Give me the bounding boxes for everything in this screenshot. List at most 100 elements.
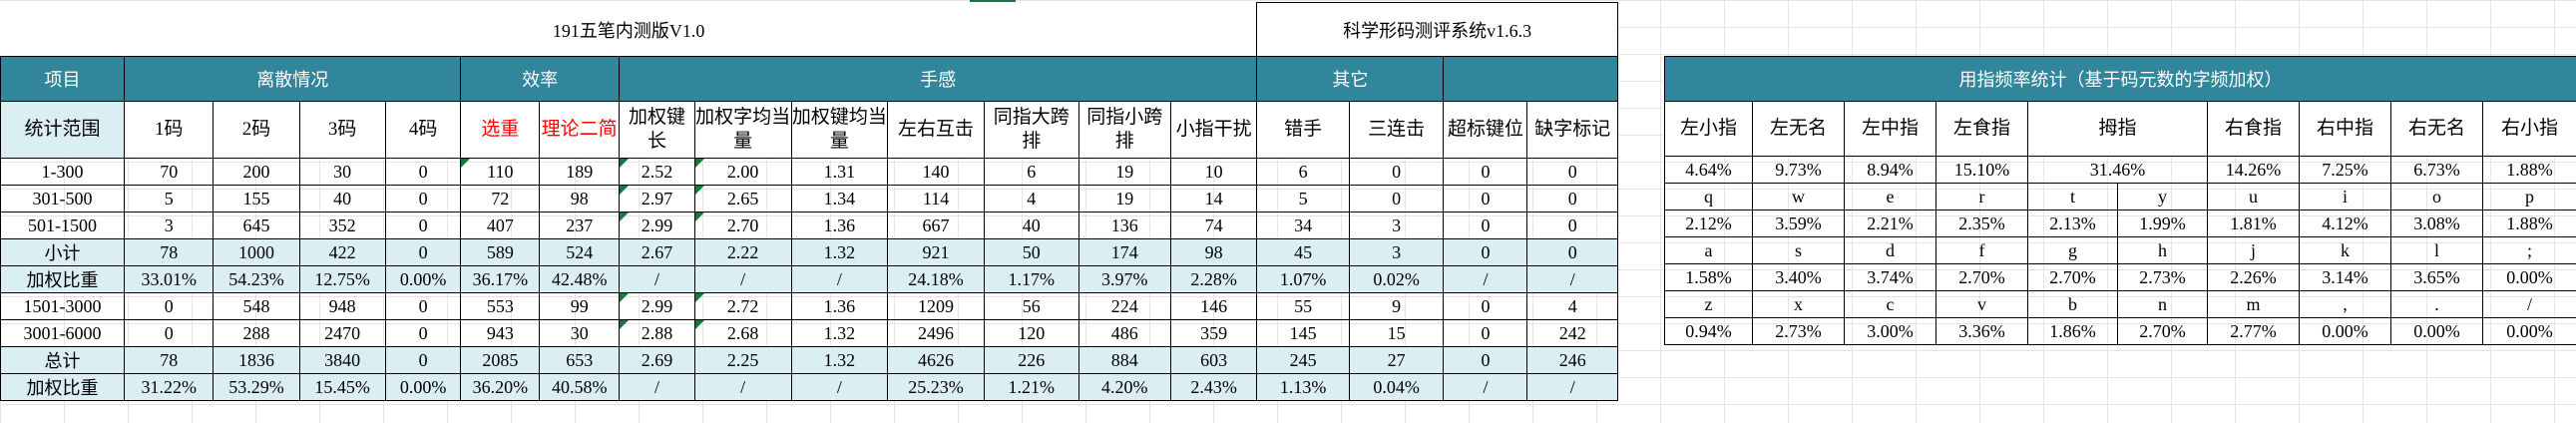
table-cell[interactable]: 56 xyxy=(983,292,1079,320)
table-cell[interactable]: 242 xyxy=(1526,319,1618,347)
finger-header[interactable]: 左食指 xyxy=(1935,101,2028,157)
col-stat-range[interactable]: 统计范围 xyxy=(0,101,126,159)
row-label[interactable]: 加权比重 xyxy=(0,373,126,401)
key-percentage[interactable]: 2.13% xyxy=(2027,210,2118,237)
key-label[interactable]: ; xyxy=(2482,236,2576,264)
table-cell[interactable]: 19 xyxy=(1077,158,1171,186)
key-label[interactable]: l xyxy=(2390,236,2483,264)
col-same-finger-small[interactable]: 同指小跨排 xyxy=(1077,101,1171,159)
header-other[interactable]: 其它 xyxy=(1256,56,1445,102)
table-cell[interactable]: 0 xyxy=(1443,158,1528,186)
table-cell[interactable]: 27 xyxy=(1348,346,1445,374)
table-cell[interactable]: 237 xyxy=(539,212,621,239)
col-weighted-char-eq[interactable]: 加权字均当量 xyxy=(693,101,792,159)
finger-header[interactable]: 右小指 xyxy=(2482,101,2576,157)
table-cell[interactable]: 1.32 xyxy=(790,346,889,374)
key-percentage[interactable]: 3.59% xyxy=(1752,210,1845,237)
row-label[interactable]: 1501-3000 xyxy=(0,292,126,320)
table-cell[interactable]: 110 xyxy=(460,158,541,186)
table-cell[interactable]: 24.18% xyxy=(887,265,985,293)
key-label[interactable]: g xyxy=(2027,236,2118,264)
key-percentage[interactable]: 3.74% xyxy=(1844,263,1936,291)
key-percentage[interactable]: 2.35% xyxy=(1935,210,2028,237)
key-label[interactable]: , xyxy=(2299,290,2391,318)
table-cell[interactable]: / xyxy=(1526,265,1618,293)
finger-total[interactable]: 7.25% xyxy=(2299,156,2391,184)
col-mishand[interactable]: 错手 xyxy=(1256,101,1350,159)
finger-total[interactable]: 31.46% xyxy=(2027,156,2208,184)
key-percentage[interactable]: 2.70% xyxy=(2117,317,2208,345)
finger-total[interactable]: 15.10% xyxy=(1935,156,2028,184)
key-label[interactable]: f xyxy=(1935,236,2028,264)
key-label[interactable]: o xyxy=(2390,183,2483,211)
table-cell[interactable]: 42.48% xyxy=(539,265,621,293)
finger-header[interactable]: 右中指 xyxy=(2299,101,2391,157)
table-cell[interactable]: 1.21% xyxy=(983,373,1079,401)
table-cell[interactable]: 155 xyxy=(213,185,300,212)
header-efficiency[interactable]: 效率 xyxy=(460,56,621,102)
table-cell[interactable]: 2.65 xyxy=(693,185,792,212)
key-label[interactable]: d xyxy=(1844,236,1936,264)
key-label[interactable]: c xyxy=(1844,290,1936,318)
finger-header[interactable]: 左无名 xyxy=(1752,101,1845,157)
table-cell[interactable]: 0 xyxy=(384,212,462,239)
row-label[interactable]: 1-300 xyxy=(0,158,126,186)
key-percentage[interactable]: 4.12% xyxy=(2299,210,2391,237)
table-cell[interactable]: 0 xyxy=(384,319,462,347)
table-cell[interactable]: 4.20% xyxy=(1077,373,1171,401)
table-cell[interactable]: 653 xyxy=(539,346,621,374)
table-cell[interactable]: 31.22% xyxy=(124,373,215,401)
table-cell[interactable]: 98 xyxy=(539,185,621,212)
table-cell[interactable]: 78 xyxy=(124,346,215,374)
table-cell[interactable]: 884 xyxy=(1077,346,1171,374)
key-label[interactable]: m xyxy=(2207,290,2300,318)
key-percentage[interactable]: 2.70% xyxy=(1935,263,2028,291)
col-missing[interactable]: 缺字标记 xyxy=(1526,101,1618,159)
finger-header[interactable]: 拇指 xyxy=(2027,101,2208,157)
table-cell[interactable]: 98 xyxy=(1169,238,1258,266)
table-cell[interactable]: 136 xyxy=(1077,212,1171,239)
freq-title[interactable]: 用指频率统计（基于码元数的字频加权） xyxy=(1664,56,2576,102)
table-cell[interactable]: 2.70 xyxy=(693,212,792,239)
table-cell[interactable]: 0 xyxy=(1348,158,1445,186)
table-cell[interactable]: 6 xyxy=(983,158,1079,186)
header-feel[interactable]: 手感 xyxy=(619,56,1258,102)
table-cell[interactable]: 2496 xyxy=(887,319,985,347)
table-cell[interactable]: 921 xyxy=(887,238,985,266)
table-cell[interactable]: 2.99 xyxy=(619,212,695,239)
col-left-right[interactable]: 左右互击 xyxy=(887,101,985,159)
finger-total[interactable]: 8.94% xyxy=(1844,156,1936,184)
table-cell[interactable]: 486 xyxy=(1077,319,1171,347)
table-cell[interactable]: 3 xyxy=(1348,238,1445,266)
table-cell[interactable]: 224 xyxy=(1077,292,1171,320)
col-theory-short[interactable]: 理论二简 xyxy=(539,101,621,159)
key-percentage[interactable]: 3.40% xyxy=(1752,263,1845,291)
table-cell[interactable]: 0 xyxy=(1443,292,1528,320)
key-percentage[interactable]: 3.65% xyxy=(2390,263,2483,291)
table-cell[interactable]: 422 xyxy=(298,238,386,266)
table-cell[interactable]: 245 xyxy=(1256,346,1350,374)
key-label[interactable]: r xyxy=(1935,183,2028,211)
key-label[interactable]: b xyxy=(2027,290,2118,318)
table-cell[interactable]: 1.07% xyxy=(1256,265,1350,293)
table-cell[interactable]: 45 xyxy=(1256,238,1350,266)
table-cell[interactable]: 4 xyxy=(1526,292,1618,320)
table-cell[interactable]: 0 xyxy=(384,158,462,186)
table-cell[interactable]: 0.00% xyxy=(384,265,462,293)
key-percentage[interactable]: 0.00% xyxy=(2482,317,2576,345)
table-cell[interactable]: 0.00% xyxy=(384,373,462,401)
table-cell[interactable]: 4 xyxy=(983,185,1079,212)
table-cell[interactable]: 200 xyxy=(213,158,300,186)
table-cell[interactable]: 2.22 xyxy=(693,238,792,266)
key-label[interactable]: p xyxy=(2482,183,2576,211)
table-cell[interactable]: / xyxy=(1443,265,1528,293)
table-cell[interactable]: 2085 xyxy=(460,346,541,374)
key-percentage[interactable]: 2.21% xyxy=(1844,210,1936,237)
table-cell[interactable]: 145 xyxy=(1256,319,1350,347)
table-cell[interactable]: 1000 xyxy=(213,238,300,266)
key-label[interactable]: k xyxy=(2299,236,2391,264)
table-cell[interactable]: 0 xyxy=(1526,158,1618,186)
table-cell[interactable]: 1.34 xyxy=(790,185,889,212)
key-percentage[interactable]: 2.73% xyxy=(1752,317,1845,345)
table-cell[interactable]: 25.23% xyxy=(887,373,985,401)
